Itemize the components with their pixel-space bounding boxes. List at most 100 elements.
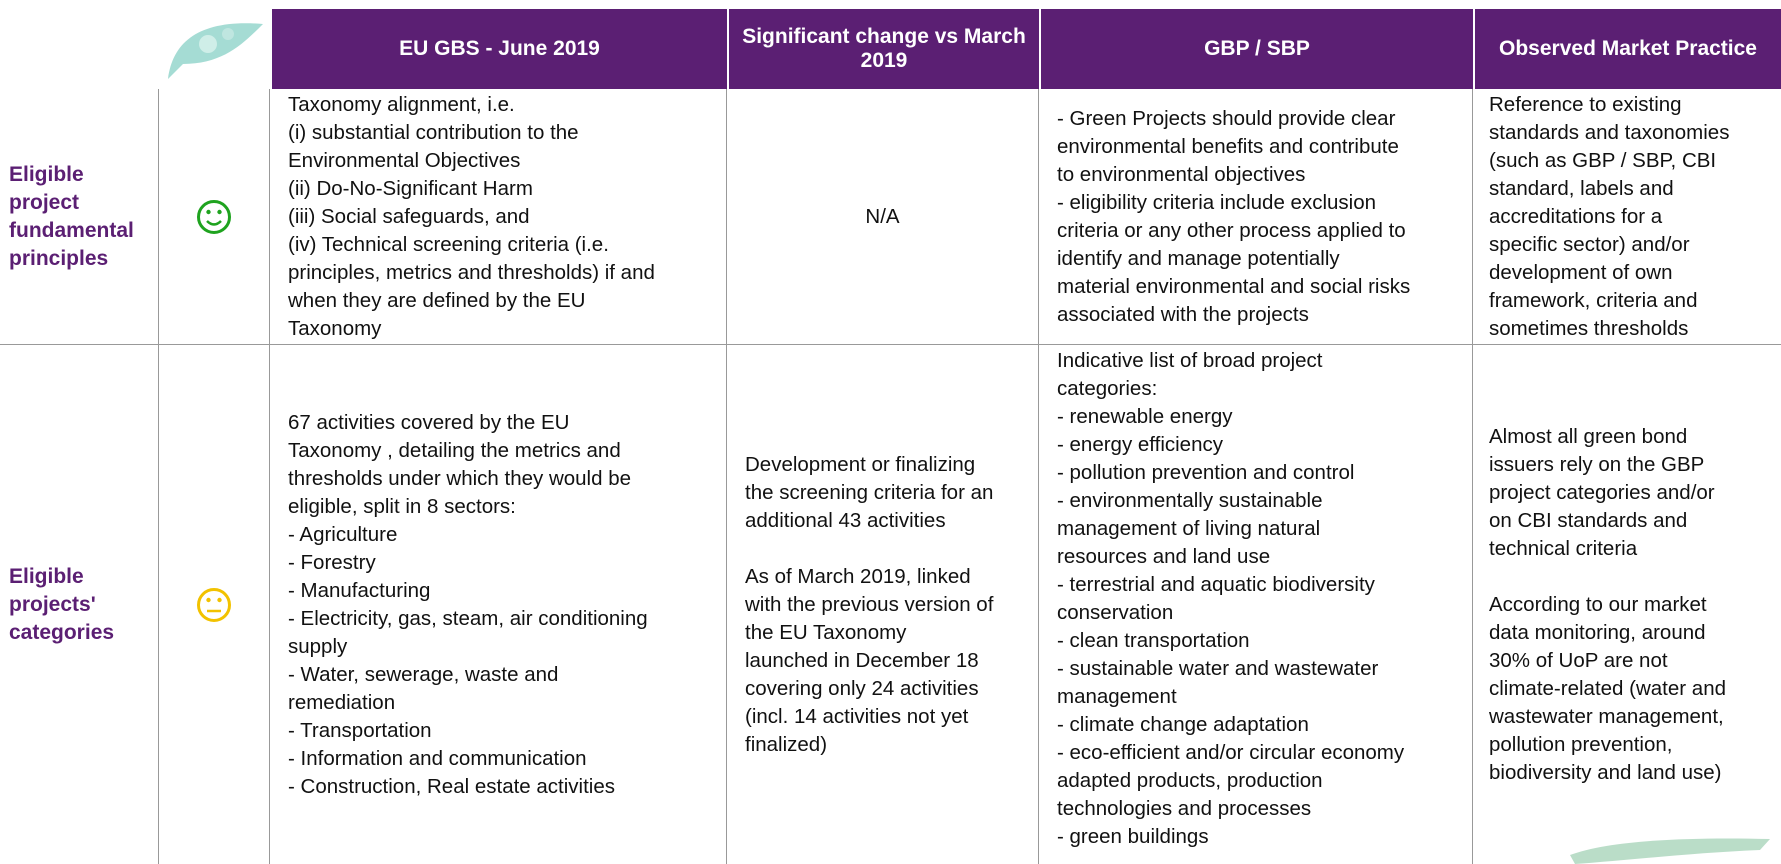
text-line: 30% of UoP are not [1489, 648, 1668, 672]
text-line: Eligible [9, 162, 84, 186]
text-line: - clean transportation [1057, 629, 1250, 652]
paragraph: 67 activities covered by the EU Taxonomy … [288, 409, 718, 801]
text-line: wastewater management, [1489, 704, 1724, 728]
text-line: According to our market [1489, 592, 1707, 616]
text-line: fundamental [9, 218, 134, 242]
text-line: remediation [288, 690, 396, 714]
text-line: management [1057, 685, 1177, 708]
text-line: project [9, 190, 80, 214]
text-line: resources and land use [1057, 545, 1271, 568]
text-line: supply [288, 634, 348, 658]
text-line: - green buildings [1057, 825, 1209, 848]
text-line: environmental benefits and contribute [1057, 134, 1399, 158]
text-line: technologies and processes [1057, 797, 1312, 820]
status-icon [159, 89, 270, 344]
text-line: when they are defined by the EU [288, 289, 586, 312]
table-cell: Almost all green bond issuers rely on the… [1473, 344, 1781, 864]
text-line: specific sector) and/or [1489, 232, 1690, 256]
text-line: 67 activities covered by the EU [288, 410, 570, 434]
text-line: technical criteria [1489, 536, 1638, 560]
text-line: launched in December 18 [745, 648, 979, 672]
text-line: - climate change adaptation [1057, 713, 1309, 736]
text-line: (iv) Technical screening criteria (i.e. [288, 233, 609, 256]
paragraph: According to our market data monitoring, … [1489, 591, 1773, 787]
text-line: criteria or any other process applied to [1057, 218, 1406, 242]
table-cell: Indicative list of broad project categori… [1039, 344, 1473, 864]
row-label: Eligible project fundamental principles [0, 89, 159, 344]
column-header: Observed Market Practice [1473, 9, 1781, 89]
text-line: - Transportation [288, 718, 432, 742]
text-line: Eligible [9, 564, 84, 588]
text-line: eligible, split in 8 sectors: [288, 494, 516, 518]
text-line: (incl. 14 activities not yet [745, 704, 969, 728]
text-line: thresholds under which they would be [288, 466, 632, 490]
text-line: Taxonomy alignment, i.e. [288, 93, 515, 116]
text-line: categories: [1057, 377, 1158, 400]
text-line: - Manufacturing [288, 578, 431, 602]
text-line: - renewable energy [1057, 405, 1233, 428]
text-line: (i) substantial contribution to the [288, 121, 579, 144]
corner [0, 9, 159, 89]
text-line: - Electricity, gas, steam, air condition… [288, 606, 648, 630]
table-cell: Development or finalizing the screening c… [727, 344, 1039, 864]
text-line: framework, criteria and [1489, 288, 1698, 312]
comparison-table: EU GBS - June 2019 Significant change vs … [0, 9, 1781, 864]
smiley [197, 587, 231, 622]
text-line: standards and taxonomies [1489, 120, 1730, 144]
table-cell: Taxonomy alignment, i.e. (i) substantial … [270, 89, 727, 344]
text-line: climate-related (water and [1489, 676, 1726, 700]
paragraph: Indicative list of broad project categori… [1057, 347, 1464, 851]
text-line: categories [9, 620, 115, 644]
text-line: projects' [9, 592, 96, 616]
text-line: Environmental Objectives [288, 149, 521, 172]
paragraph: Taxonomy alignment, i.e. (i) substantial … [288, 91, 718, 343]
text-line: - eligibility criteria include exclusion [1057, 190, 1377, 214]
text-line: - sustainable water and wastewater [1057, 657, 1379, 680]
text-line: additional 43 activities [745, 508, 946, 532]
column-header: Significant change vs March 2019 [727, 9, 1039, 89]
text-line: - pollution prevention and control [1057, 461, 1355, 484]
text-line: development of own [1489, 260, 1673, 284]
table-cell: 67 activities covered by the EU Taxonomy … [270, 344, 727, 864]
row-label: Eligible projects' categories [0, 344, 159, 864]
column-header: GBP / SBP [1039, 9, 1473, 89]
text-line: management of living natural [1057, 517, 1321, 540]
table-cell: N/A [727, 89, 1039, 344]
paragraph: Reference to existing standards and taxon… [1489, 91, 1773, 343]
text-line: - Forestry [288, 550, 376, 574]
text-line: standard, labels and [1489, 176, 1674, 200]
text-line: - Green Projects should provide clear [1057, 106, 1396, 130]
table-cell: Reference to existing standards and taxon… [1473, 89, 1781, 344]
text-line: Almost all green bond [1489, 424, 1688, 448]
text-line: project categories and/or [1489, 480, 1715, 504]
text-line: Reference to existing [1489, 92, 1682, 116]
table-cell: - Green Projects should provide clear env… [1039, 89, 1473, 344]
text-line: the EU Taxonomy [745, 620, 907, 644]
column-header: EU GBS - June 2019 [270, 9, 727, 89]
text-line: (such as GBP / SBP, CBI [1489, 148, 1717, 172]
text-line: - Agriculture [288, 522, 398, 546]
text-line: - environmentally sustainable [1057, 489, 1323, 512]
text-line: to environmental objectives [1057, 162, 1306, 186]
brush-decoration [1570, 838, 1770, 864]
text-line: principles [9, 246, 109, 270]
status-icon [159, 344, 270, 864]
text-line: sometimes thresholds [1489, 316, 1689, 340]
text-line: data monitoring, around [1489, 620, 1706, 644]
text-line: finalized) [745, 732, 828, 756]
text-line: pollution prevention, [1489, 732, 1673, 756]
text-line: with the previous version of [745, 592, 994, 616]
text-line: conservation [1057, 601, 1174, 624]
text-line: - Information and communication [288, 746, 587, 770]
text-line: N/A [865, 204, 900, 228]
text-line: Indicative list of broad project [1057, 349, 1323, 372]
text-line: biodiversity and land use) [1489, 760, 1722, 784]
text-line: the screening criteria for an [745, 480, 994, 504]
paragraph: Almost all green bond issuers rely on the… [1489, 423, 1773, 563]
smiley [197, 199, 231, 234]
paragraph: - Green Projects should provide clear env… [1057, 105, 1464, 329]
text-line: principles, metrics and thresholds) if a… [288, 261, 655, 284]
text-line: Development or finalizing [745, 452, 976, 476]
text-line: - terrestrial and aquatic biodiversity [1057, 573, 1375, 596]
